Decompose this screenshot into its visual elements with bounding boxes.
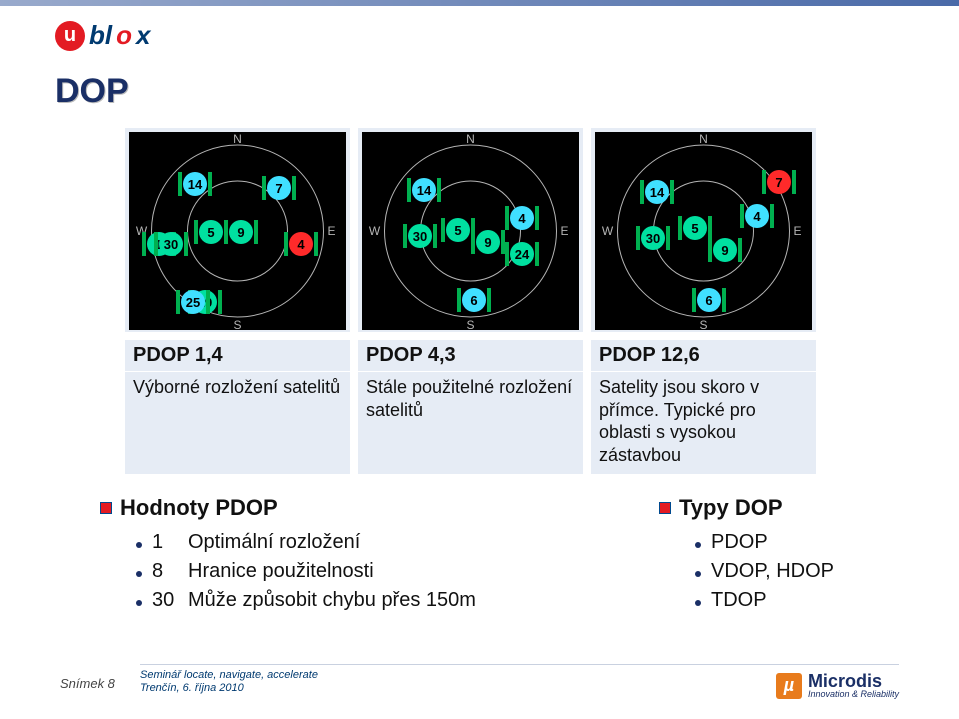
typy-list: PDOP VDOP, HDOP TDOP <box>695 531 879 612</box>
bullet-dot-icon <box>136 571 142 577</box>
bullet-square-icon <box>100 502 112 514</box>
svg-text:30: 30 <box>646 231 660 246</box>
svg-text:E: E <box>560 224 568 238</box>
lower-columns: Hodnoty PDOP 1Optimální rozložení 8Hranic… <box>100 495 879 618</box>
hodnoty-column: Hodnoty PDOP 1Optimální rozložení 8Hranic… <box>100 495 600 618</box>
skyplot-cell-1: NESW1475913042925 <box>125 128 350 332</box>
svg-text:14: 14 <box>417 183 432 198</box>
svg-text:N: N <box>233 132 242 146</box>
ublox-bl: bl <box>89 20 112 51</box>
skyplot-row: NESW1475913042925 NESW1430594246 NESW147… <box>125 128 816 332</box>
svg-text:N: N <box>466 132 475 146</box>
svg-text:14: 14 <box>650 185 665 200</box>
hodnoty-item: 8Hranice použitelnosti <box>136 560 600 583</box>
svg-text:W: W <box>136 224 148 238</box>
svg-text:E: E <box>793 224 801 238</box>
skyplot-cell-2: N E S W 14 30 5 9 4 24 6 <box>358 128 583 332</box>
top-stripe <box>0 0 959 6</box>
hodnoty-list: 1Optimální rozložení 8Hranice použitelnos… <box>136 531 600 612</box>
footer: Snímek 8 Seminář locate, navigate, accel… <box>0 655 959 699</box>
svg-text:24: 24 <box>515 247 530 262</box>
svg-text:30: 30 <box>164 237 178 252</box>
svg-text:25: 25 <box>186 295 200 310</box>
svg-text:E: E <box>327 224 335 238</box>
bullet-dot-icon <box>695 571 701 577</box>
svg-text:9: 9 <box>721 243 728 258</box>
pdop-label-1: PDOP 1,4 <box>125 340 350 371</box>
svg-text:5: 5 <box>207 225 214 240</box>
svg-text:S: S <box>233 318 241 330</box>
bullet-dot-icon <box>136 542 142 548</box>
typy-heading: Typy DOP <box>659 495 879 521</box>
desc-row: Výborné rozložení satelitů Stále použite… <box>125 372 816 474</box>
skyplot-3: N E S W 14 7 30 5 9 4 6 <box>595 132 812 330</box>
bullet-square-icon <box>659 502 671 514</box>
hodnoty-heading-text: Hodnoty PDOP <box>120 495 278 521</box>
microdis-logo: µ Microdis Innovation & Reliability <box>776 672 899 699</box>
ublox-x: x <box>136 20 150 51</box>
svg-text:5: 5 <box>454 223 461 238</box>
svg-text:4: 4 <box>518 211 526 226</box>
ublox-u-badge: u <box>55 21 85 51</box>
microdis-badge: µ <box>776 673 802 699</box>
svg-text:S: S <box>466 318 474 330</box>
footer-seminar-line2: Trenčín, 6. října 2010 <box>140 682 318 695</box>
svg-text:S: S <box>699 318 707 330</box>
pdop-label-2: PDOP 4,3 <box>358 340 583 371</box>
skyplot-cell-3: N E S W 14 7 30 5 9 4 6 <box>591 128 816 332</box>
typy-heading-text: Typy DOP <box>679 495 783 521</box>
bullet-dot-icon <box>695 600 701 606</box>
footer-seminar-line1: Seminář locate, navigate, accelerate <box>140 669 318 682</box>
hodnoty-item: 30Může způsobit chybu přes 150m <box>136 589 600 612</box>
ublox-logo: u blox <box>55 20 150 51</box>
svg-text:9: 9 <box>484 235 491 250</box>
typy-item: PDOP <box>695 531 879 554</box>
bullet-dot-icon <box>695 542 701 548</box>
typy-column: Typy DOP PDOP VDOP, HDOP TDOP <box>659 495 879 618</box>
microdis-name: Microdis <box>808 672 899 690</box>
svg-text:14: 14 <box>188 177 203 192</box>
typy-item: VDOP, HDOP <box>695 560 879 583</box>
pdop-label-3: PDOP 12,6 <box>591 340 816 371</box>
skyplot-1: NESW1475913042925 <box>129 132 346 330</box>
hodnoty-item: 1Optimální rozložení <box>136 531 600 554</box>
desc-2: Stále použitelné rozložení satelitů <box>358 372 583 474</box>
svg-text:7: 7 <box>775 175 782 190</box>
svg-text:4: 4 <box>753 209 761 224</box>
svg-text:W: W <box>369 224 381 238</box>
svg-text:4: 4 <box>297 237 305 252</box>
footer-slide-number: Snímek 8 <box>60 676 115 691</box>
svg-text:W: W <box>602 224 614 238</box>
svg-text:6: 6 <box>705 293 712 308</box>
footer-divider <box>140 664 899 665</box>
skyplot-2: N E S W 14 30 5 9 4 24 6 <box>362 132 579 330</box>
svg-text:6: 6 <box>470 293 477 308</box>
desc-3: Satelity jsou skoro v přímce. Typické pr… <box>591 372 816 474</box>
microdis-tagline: Innovation & Reliability <box>808 690 899 699</box>
bullet-dot-icon <box>136 600 142 606</box>
desc-1: Výborné rozložení satelitů <box>125 372 350 474</box>
svg-text:N: N <box>699 132 708 146</box>
pdop-label-row: PDOP 1,4 PDOP 4,3 PDOP 12,6 <box>125 340 816 371</box>
hodnoty-heading: Hodnoty PDOP <box>100 495 600 521</box>
page-title: DOP <box>55 72 129 111</box>
svg-text:7: 7 <box>275 181 282 196</box>
svg-text:30: 30 <box>413 229 427 244</box>
ublox-o: o <box>116 20 132 51</box>
footer-seminar: Seminář locate, navigate, accelerate Tre… <box>140 669 318 695</box>
svg-text:5: 5 <box>691 221 698 236</box>
typy-item: TDOP <box>695 589 879 612</box>
svg-text:9: 9 <box>237 225 244 240</box>
